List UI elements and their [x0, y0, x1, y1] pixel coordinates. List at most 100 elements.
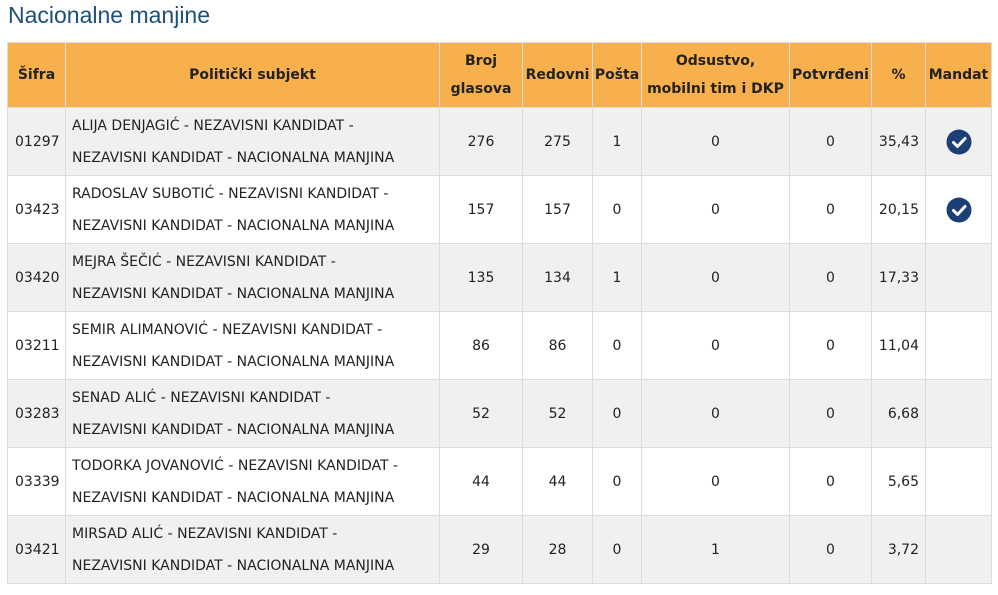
- subject-text: ALIJA DENJAGIĆ - NEZAVISNI KANDIDAT -: [72, 117, 354, 134]
- potvrdjeni-cell: 0: [789, 175, 872, 244]
- odsustvo-cell: 0: [641, 311, 790, 380]
- redovni-cell: 134: [522, 243, 593, 312]
- code-cell: 03283: [7, 379, 66, 448]
- check-mark: [951, 204, 966, 216]
- percent-cell: 11,04: [871, 311, 926, 380]
- column-header-text: Redovni: [525, 67, 590, 83]
- column-header: Broj glasova: [439, 42, 523, 108]
- check-circle: [946, 197, 971, 222]
- code-cell: 03211: [7, 311, 66, 380]
- subject-text: NEZAVISNI KANDIDAT - NACIONALNA MANJINA: [72, 353, 395, 370]
- column-header: Pošta: [592, 42, 642, 108]
- code-cell: 03423: [7, 175, 66, 244]
- code-cell: 03421: [7, 515, 66, 584]
- column-header-text: Šifra: [17, 67, 56, 83]
- column-header-text: Pošta: [594, 67, 640, 83]
- subject-text: TODORKA JOVANOVIĆ - NEZAVISNI KANDIDAT -: [72, 457, 399, 474]
- broj-glasova-cell: 276: [439, 107, 523, 176]
- redovni-cell: 44: [522, 447, 593, 516]
- broj-glasova-cell: 86: [439, 311, 523, 380]
- column-header: Politički subjekt: [65, 42, 440, 108]
- percent-cell: 3,72: [871, 515, 926, 584]
- redovni-cell: 28: [522, 515, 593, 584]
- potvrdjeni-cell: 0: [789, 515, 872, 584]
- broj-glasova-cell: 135: [439, 243, 523, 312]
- column-header: Mandat: [925, 42, 992, 108]
- mandate-cell: [925, 175, 992, 244]
- subject-text: NEZAVISNI KANDIDAT - NACIONALNA MANJINA: [72, 421, 395, 438]
- broj-glasova-cell: 29: [439, 515, 523, 584]
- broj-glasova-cell: 157: [439, 175, 523, 244]
- subject-text: NEZAVISNI KANDIDAT - NACIONALNA MANJINA: [72, 149, 395, 166]
- column-header-text: Politički subjekt: [189, 67, 316, 83]
- result-row: 03420 MEJRA ŠEČIĆ - NEZAVISNI KANDIDAT - N…: [7, 243, 992, 312]
- posta-cell: 0: [592, 447, 642, 516]
- mandate-cell: [925, 379, 992, 448]
- subject-text: NEZAVISNI KANDIDAT - NACIONALNA MANJINA: [72, 217, 395, 234]
- column-header: Šifra: [7, 42, 66, 108]
- percent-cell: 6,68: [871, 379, 926, 448]
- redovni-cell: 52: [522, 379, 593, 448]
- column-header-text: Mandat: [928, 67, 989, 83]
- odsustvo-cell: 0: [641, 107, 790, 176]
- column-header-text: Potvrđeni: [792, 67, 869, 83]
- percent-cell: 5,65: [871, 447, 926, 516]
- result-row: 03339 TODORKA JOVANOVIĆ - NEZAVISNI KANDI…: [7, 447, 992, 516]
- odsustvo-cell: 0: [641, 243, 790, 312]
- column-header-text: %: [891, 67, 906, 83]
- posta-cell: 0: [592, 515, 642, 584]
- column-header: Redovni: [522, 42, 593, 108]
- odsustvo-cell: 0: [641, 447, 790, 516]
- subject-cell: MIRSAD ALIĆ - NEZAVISNI KANDIDAT - NEZAVI…: [65, 515, 440, 584]
- mandate-cell: [925, 243, 992, 312]
- result-row: 01297 ALIJA DENJAGIĆ - NEZAVISNI KANDIDAT…: [7, 107, 992, 176]
- posta-cell: 1: [592, 107, 642, 176]
- subject-text: NEZAVISNI KANDIDAT - NACIONALNA MANJINA: [72, 557, 395, 574]
- subject-cell: SENAD ALIĆ - NEZAVISNI KANDIDAT - NEZAVIS…: [65, 379, 440, 448]
- table-header: Šifra Politički subjekt Broj glasova Redovni…: [7, 42, 992, 108]
- mandate-cell: [925, 515, 992, 584]
- code-cell: 03339: [7, 447, 66, 516]
- posta-cell: 1: [592, 243, 642, 312]
- result-row: 03283 SENAD ALIĆ - NEZAVISNI KANDIDAT - NE…: [7, 379, 992, 448]
- potvrdjeni-cell: 0: [789, 243, 872, 312]
- subject-text: RADOSLAV SUBOTIĆ - NEZAVISNI KANDIDAT -: [72, 185, 389, 202]
- redovni-cell: 86: [522, 311, 593, 380]
- column-header: Odsustvo, mobilni tim i DKP: [641, 42, 790, 108]
- subject-cell: SEMIR ALIMANOVIĆ - NEZAVISNI KANDIDAT - N…: [65, 311, 440, 380]
- column-header-text: Odsustvo,: [675, 53, 756, 69]
- table-body: 01297 ALIJA DENJAGIĆ - NEZAVISNI KANDIDAT…: [7, 107, 992, 584]
- subject-text: MEJRA ŠEČIĆ - NEZAVISNI KANDIDAT -: [72, 253, 336, 270]
- check-mark: [951, 136, 966, 148]
- subject-text: NEZAVISNI KANDIDAT - NACIONALNA MANJINA: [72, 285, 395, 302]
- column-header: Potvrđeni: [789, 42, 872, 108]
- percent-cell: 35,43: [871, 107, 926, 176]
- potvrdjeni-cell: 0: [789, 311, 872, 380]
- subject-cell: ALIJA DENJAGIĆ - NEZAVISNI KANDIDAT - NEZ…: [65, 107, 440, 176]
- result-row: 03211 SEMIR ALIMANOVIĆ - NEZAVISNI KANDID…: [7, 311, 992, 380]
- potvrdjeni-cell: 0: [789, 379, 872, 448]
- broj-glasova-cell: 52: [439, 379, 523, 448]
- column-header-text: mobilni tim i DKP: [647, 81, 784, 97]
- result-row: 03423 RADOSLAV SUBOTIĆ - NEZAVISNI KANDID…: [7, 175, 992, 244]
- section-title: Nacionalne manjine: [8, 2, 211, 28]
- potvrdjeni-cell: 0: [789, 107, 872, 176]
- subject-text: SENAD ALIĆ - NEZAVISNI KANDIDAT -: [72, 389, 331, 406]
- code-cell: 01297: [7, 107, 66, 176]
- percent-cell: 17,33: [871, 243, 926, 312]
- result-row: 03421 MIRSAD ALIĆ - NEZAVISNI KANDIDAT - N…: [7, 515, 992, 584]
- subject-text: NEZAVISNI KANDIDAT - NACIONALNA MANJINA: [72, 489, 395, 506]
- posta-cell: 0: [592, 379, 642, 448]
- odsustvo-cell: 1: [641, 515, 790, 584]
- code-cell: 03420: [7, 243, 66, 312]
- posta-cell: 0: [592, 175, 642, 244]
- results-table: Šifra Politički subjekt Broj glasova Redovni…: [7, 42, 992, 584]
- redovni-cell: 275: [522, 107, 593, 176]
- subject-cell: MEJRA ŠEČIĆ - NEZAVISNI KANDIDAT - NEZAVI…: [65, 243, 440, 312]
- odsustvo-cell: 0: [641, 379, 790, 448]
- posta-cell: 0: [592, 311, 642, 380]
- broj-glasova-cell: 44: [439, 447, 523, 516]
- redovni-cell: 157: [522, 175, 593, 244]
- odsustvo-cell: 0: [641, 175, 790, 244]
- check-circle: [946, 129, 971, 154]
